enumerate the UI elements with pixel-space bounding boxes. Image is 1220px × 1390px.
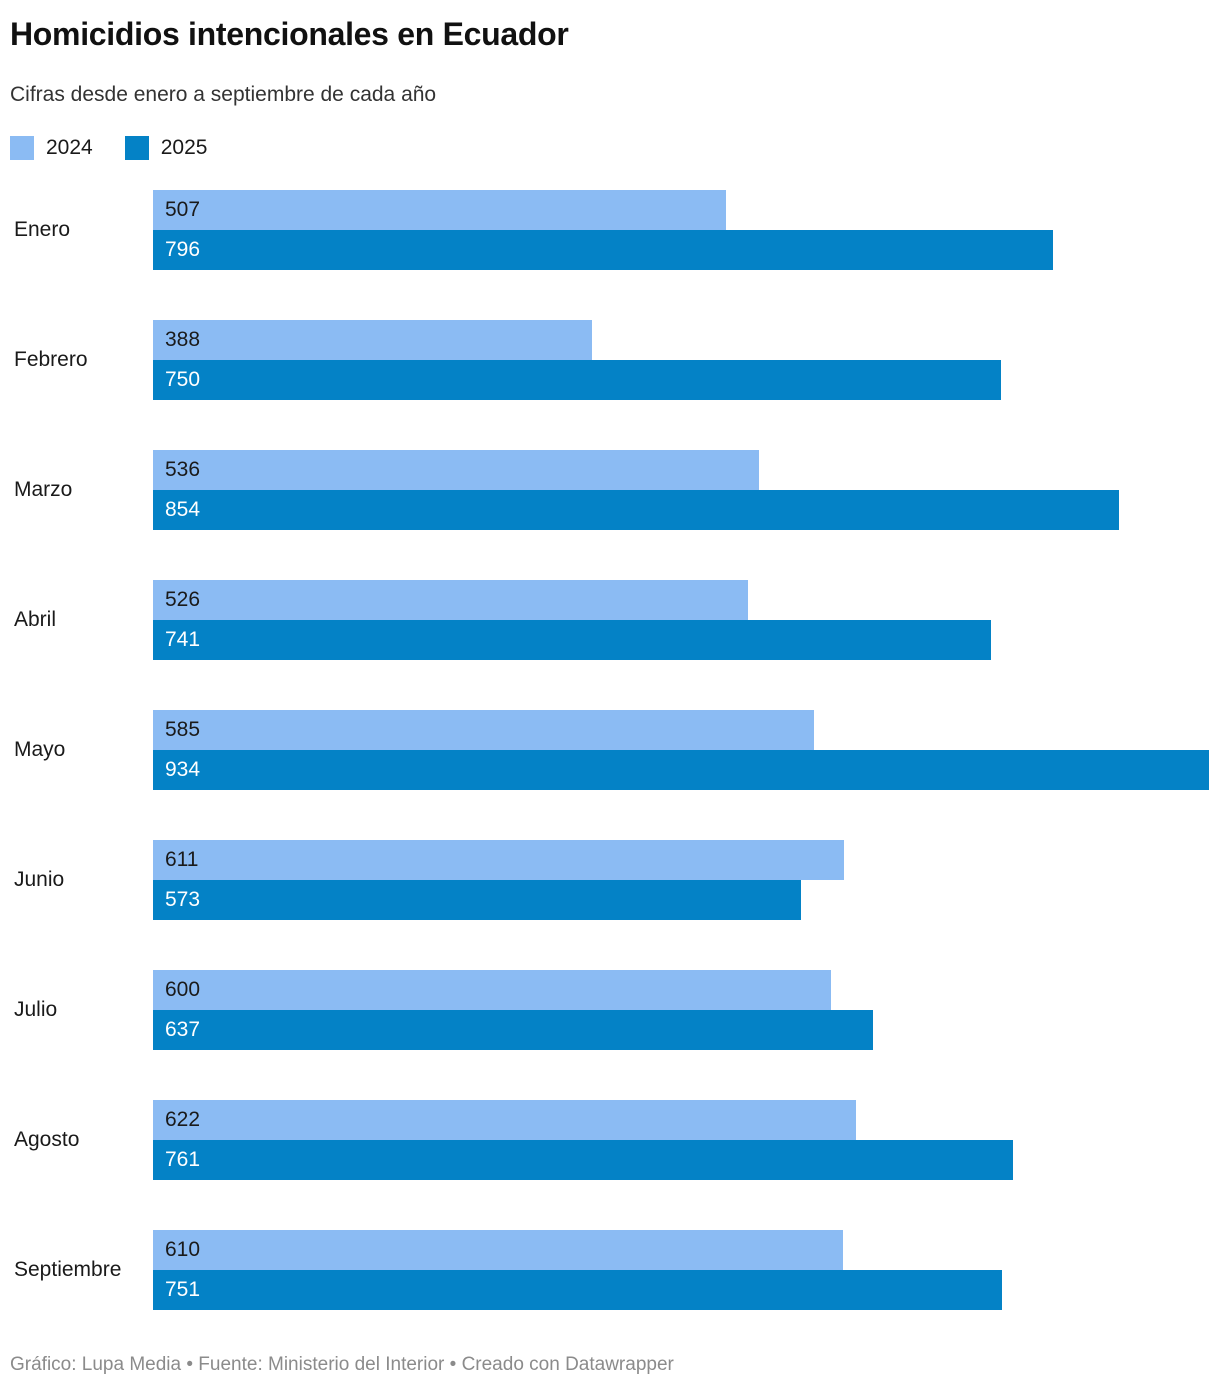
- chart-row: Junio 611 573: [10, 840, 1209, 920]
- bar-2024: 388: [153, 320, 592, 360]
- chart-row: Julio 600 637: [10, 970, 1209, 1050]
- bar-group: 585 934: [153, 710, 1209, 790]
- chart-row: Enero 507 796: [10, 190, 1209, 270]
- bar-group: 600 637: [153, 970, 1209, 1050]
- footer-credit: Gráfico: Lupa Media • Fuente: Ministerio…: [10, 1354, 674, 1375]
- legend: 2024 2025: [10, 136, 1209, 160]
- bar-2025: 796: [153, 230, 1053, 270]
- bar-value-label: 854: [165, 498, 201, 521]
- bar-chart: Enero 507 796 Febrero 388 750: [10, 190, 1209, 1310]
- bar-2024: 600: [153, 970, 832, 1010]
- bar-value-label: 750: [165, 368, 201, 391]
- bar-group: 610 751: [153, 1230, 1209, 1310]
- bar-2024: 536: [153, 450, 759, 490]
- bar-value-label: 934: [165, 758, 201, 781]
- bar-2025: 741: [153, 620, 991, 660]
- bar-value-label: 611: [165, 848, 199, 871]
- page-subtitle: Cifras desde enero a septiembre de cada …: [10, 83, 437, 106]
- page-title: Homicidios intencionales en Ecuador: [10, 16, 569, 52]
- bar-value-label: 388: [165, 328, 201, 351]
- legend-label-2025: 2025: [160, 136, 208, 159]
- bar-value-label: 600: [165, 978, 201, 1001]
- bar-value-label: 761: [165, 1148, 201, 1171]
- bar-group: 526 741: [153, 580, 1209, 660]
- legend-label-2024: 2024: [46, 136, 93, 159]
- legend-swatch-2025: [124, 136, 149, 160]
- chart-row: Abril 526 741: [10, 580, 1209, 660]
- category-label: Abril: [14, 608, 57, 631]
- bar-value-label: 796: [165, 238, 201, 261]
- bar-2025: 750: [153, 360, 1001, 400]
- category-label: Julio: [14, 998, 58, 1021]
- legend-item-2025: 2025: [124, 136, 208, 160]
- chart-row: Septiembre 610 751: [10, 1230, 1209, 1310]
- bar-2024: 507: [153, 190, 727, 230]
- bar-2025: 751: [153, 1270, 1003, 1310]
- bar-value-label: 637: [165, 1018, 201, 1041]
- bar-value-label: 573: [165, 888, 201, 911]
- bar-2024: 585: [153, 710, 815, 750]
- bar-2025: 573: [153, 880, 801, 920]
- legend-swatch-2024: [10, 136, 34, 160]
- bar-group: 388 750: [153, 320, 1209, 400]
- bar-value-label: 622: [165, 1108, 201, 1131]
- chart-row: Mayo 585 934: [10, 710, 1209, 790]
- bar-value-label: 610: [165, 1238, 201, 1261]
- bar-value-label: 751: [165, 1278, 201, 1301]
- bar-2024: 611: [153, 840, 844, 880]
- bar-group: 507 796: [153, 190, 1209, 270]
- bar-group: 536 854: [153, 450, 1209, 530]
- category-label: Marzo: [14, 478, 73, 501]
- category-label: Febrero: [14, 348, 88, 371]
- bar-value-label: 536: [165, 458, 201, 481]
- bar-2025: 637: [153, 1010, 874, 1050]
- bar-value-label: 585: [165, 718, 201, 741]
- bar-2025: 761: [153, 1140, 1014, 1180]
- chart-row: Febrero 388 750: [10, 320, 1209, 400]
- category-label: Enero: [14, 218, 71, 241]
- bar-value-label: 507: [165, 198, 201, 221]
- chart-row: Agosto 622 761: [10, 1100, 1209, 1180]
- bar-2024: 622: [153, 1100, 857, 1140]
- bar-2024: 526: [153, 580, 748, 620]
- bar-group: 622 761: [153, 1100, 1209, 1180]
- bar-2025: 934: [153, 750, 1209, 790]
- legend-item-2024: 2024: [10, 136, 93, 160]
- chart-row: Marzo 536 854: [10, 450, 1209, 530]
- category-label: Mayo: [14, 738, 66, 761]
- category-label: Agosto: [14, 1128, 80, 1151]
- category-label: Septiembre: [14, 1258, 122, 1281]
- bar-value-label: 741: [165, 628, 201, 651]
- bar-2025: 854: [153, 490, 1119, 530]
- bar-group: 611 573: [153, 840, 1209, 920]
- category-label: Junio: [14, 868, 65, 891]
- bar-2024: 610: [153, 1230, 843, 1270]
- bar-value-label: 526: [165, 588, 201, 611]
